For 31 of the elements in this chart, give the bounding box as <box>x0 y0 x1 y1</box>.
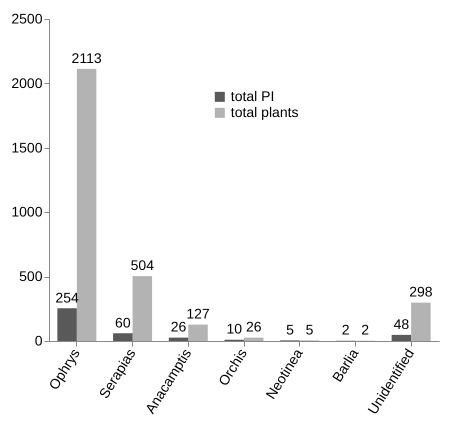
bar <box>244 338 264 341</box>
y-tick-label: 2500 <box>11 10 43 26</box>
data-label: 10 <box>226 320 242 337</box>
data-label: 48 <box>394 316 410 332</box>
data-label: 127 <box>186 306 210 322</box>
bar <box>168 338 188 341</box>
data-label: 5 <box>306 321 314 338</box>
data-label: 26 <box>170 318 187 335</box>
data-label: 5 <box>286 321 294 338</box>
bar <box>411 302 431 341</box>
data-label: 26 <box>246 318 262 335</box>
data-label: 2 <box>361 322 370 338</box>
bar <box>132 276 152 341</box>
y-tick-label: 2000 <box>11 74 43 91</box>
y-tick-label: 1000 <box>11 204 43 220</box>
y-tick-label: 0 <box>34 332 43 348</box>
data-label: 60 <box>115 314 131 330</box>
legend-label: total PI <box>230 88 274 104</box>
legend-label: total plants <box>230 104 299 120</box>
y-tick-label: 500 <box>19 268 43 284</box>
data-label: 2 <box>342 322 350 338</box>
data-label: 298 <box>409 284 433 300</box>
bar <box>392 334 412 341</box>
y-tick-label: 1500 <box>11 139 43 156</box>
data-label: 254 <box>55 289 79 306</box>
bar <box>188 324 208 341</box>
data-label: 2113 <box>72 50 102 66</box>
bar <box>76 68 96 341</box>
bar <box>57 308 77 341</box>
bar <box>113 333 133 341</box>
data-label: 504 <box>130 257 154 274</box>
